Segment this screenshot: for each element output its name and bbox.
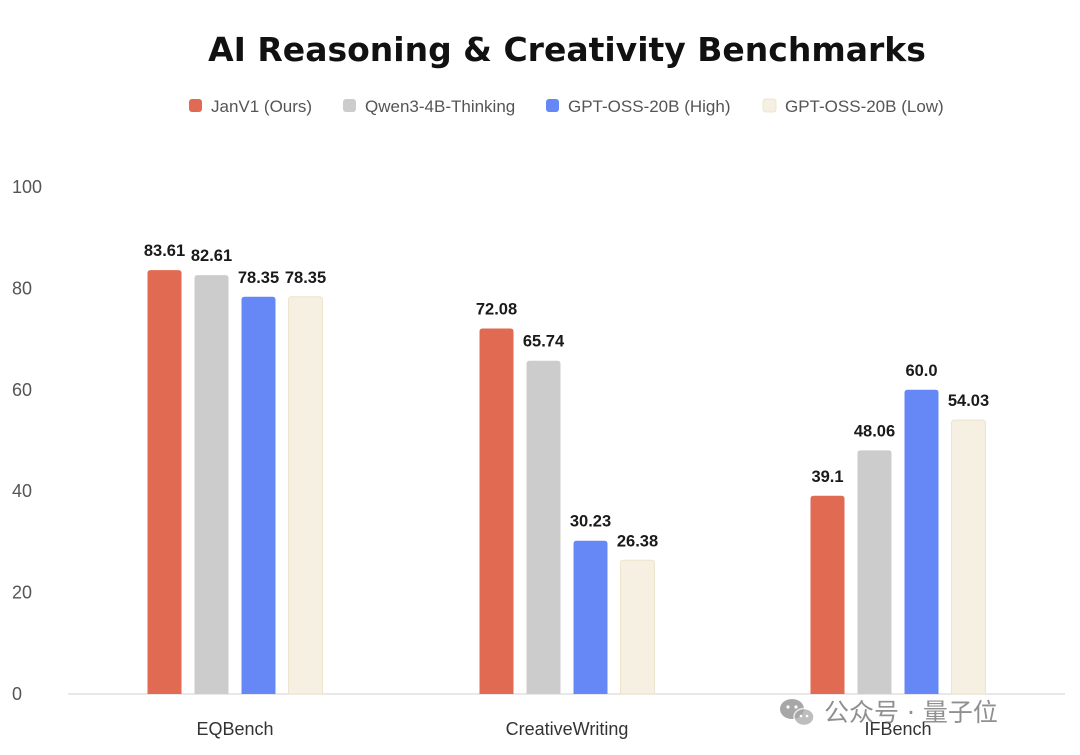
legend-swatch [343,99,356,112]
y-tick-label: 80 [12,278,32,298]
bar [526,360,561,694]
y-tick-label: 0 [12,684,22,704]
data-label: 48.06 [854,422,895,440]
bar [620,559,655,695]
data-label: 72.08 [476,301,517,319]
legend: JanV1 (Ours) Qwen3-4B-Thinking GPT-OSS-20B… [189,97,944,116]
bar [810,495,845,694]
wechat-icon [780,699,815,727]
y-axis: 0 20 40 60 80 100 [12,177,42,704]
data-label: 60.0 [905,362,937,380]
legend-swatch [189,99,202,112]
bars [147,270,986,695]
x-category-label: IFBench [864,719,931,739]
data-label: 65.74 [523,333,565,351]
legend-label: JanV1 (Ours) [211,97,312,116]
x-category-label: CreativeWriting [506,719,629,739]
data-label: 83.61 [144,242,185,260]
bar [241,296,276,694]
y-tick-label: 100 [12,177,42,197]
bar [573,540,608,694]
y-tick-label: 40 [12,481,32,501]
bar [288,296,323,695]
chart-title: AI Reasoning & Creativity Benchmarks [208,30,926,69]
data-labels: 83.61 82.61 78.35 78.35 72.08 65.74 30.23 26.38… [144,242,989,550]
watermark: 公众号 · 量子位 [780,698,998,727]
data-label: 26.38 [617,532,658,550]
data-label: 54.03 [948,392,989,410]
watermark-text: 公众号 · 量子位 [824,698,998,727]
data-label: 39.1 [811,468,843,486]
bar [951,419,986,695]
legend-swatch [762,98,777,113]
bar [194,275,229,694]
legend-label: GPT-OSS-20B (Low) [785,97,944,116]
x-axis: EQBench CreativeWriting IFBench [196,719,931,739]
legend-swatch [546,99,559,112]
x-category-label: EQBench [196,719,273,739]
data-label: 78.35 [238,269,279,287]
legend-label: GPT-OSS-20B (High) [568,97,731,116]
data-label: 82.61 [191,247,232,265]
legend-label: Qwen3-4B-Thinking [365,97,515,116]
y-tick-label: 60 [12,380,32,400]
data-label: 30.23 [570,513,611,531]
bar [857,450,892,694]
bar [904,389,939,694]
data-label: 78.35 [285,269,326,287]
bar [147,270,182,694]
y-tick-label: 20 [12,583,32,603]
bar [479,328,514,694]
